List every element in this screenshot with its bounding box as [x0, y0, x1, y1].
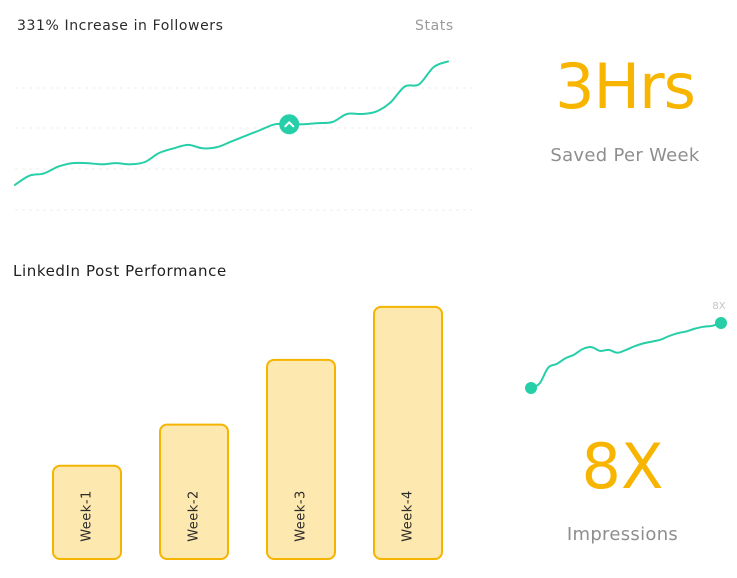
hours-saved-caption: Saved Per Week [550, 145, 700, 166]
bar-week-2: Week-2 [159, 423, 229, 560]
sparkline-start-point [525, 382, 537, 394]
linkedin-chart-title: LinkedIn Post Performance [13, 262, 227, 280]
chevron-up-icon [284, 121, 295, 128]
impressions-caption: Impressions [566, 524, 679, 545]
bar-week-3: Week-3 [266, 358, 336, 560]
bar-week-4: Week-4 [373, 305, 443, 560]
bar-rect [52, 464, 122, 560]
followers-line-chart [14, 60, 472, 211]
bar-label: Week-2 [187, 490, 202, 542]
bar-rect [266, 358, 336, 560]
sparkline-end-label: 8X [712, 301, 725, 312]
bar-rect [373, 305, 443, 560]
impressions-value: 8X [581, 430, 664, 503]
bar-label: Week-4 [401, 490, 416, 542]
bar-rect [159, 423, 229, 560]
hours-saved-value: 3Hrs [555, 50, 696, 123]
stats-link[interactable]: Stats [415, 18, 454, 34]
impressions-series-line [530, 322, 722, 389]
impressions-sparkline: 8X [525, 301, 727, 394]
bar-label: Week-1 [80, 490, 95, 542]
followers-chart-title: 331% Increase in Followers [17, 18, 224, 34]
followers-series-line [14, 60, 449, 186]
sparkline-end-point [715, 317, 727, 329]
linkedin-bar-chart: Week-1 Week-2 Week-3 Week-4 [52, 305, 443, 560]
bar-label: Week-3 [294, 490, 309, 542]
bar-week-1: Week-1 [52, 464, 122, 560]
highlight-marker[interactable] [279, 114, 300, 135]
